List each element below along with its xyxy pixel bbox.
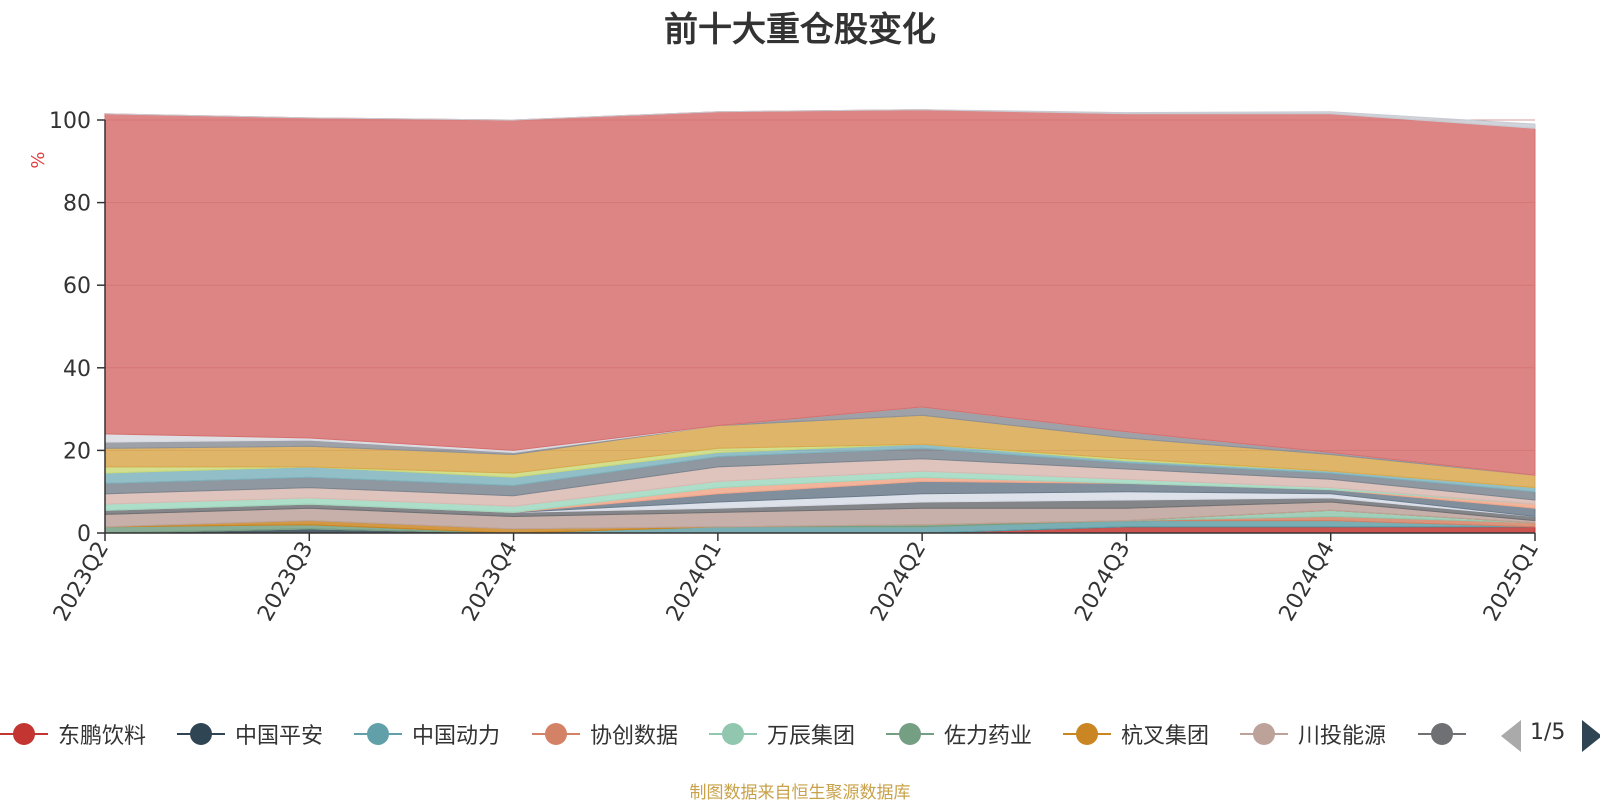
legend-item-8[interactable] — [1418, 716, 1476, 752]
legend-label: 川投能源 — [1298, 724, 1387, 749]
x-tick-label-4: 2024Q2 — [866, 538, 931, 626]
x-tick-label-0: 2023Q2 — [49, 538, 114, 626]
y-axis-unit: % — [28, 151, 49, 168]
data-source-note: 制图数据来自恒生聚源数据库 — [689, 783, 911, 803]
stacked-area-chart: 0 20 40 60 80 100 2023Q2 2023Q3 2023Q4 2024Q1 2024… — [28, 109, 1544, 626]
legend-pager: 1/5 — [1498, 718, 1600, 754]
legend-marker-icon — [354, 721, 402, 747]
x-tick-label-7: 2025Q1 — [1479, 538, 1544, 626]
legend-label: 佐力药业 — [944, 724, 1033, 749]
legend-marker-icon — [886, 721, 934, 747]
legend-item-5[interactable]: 佐力药业 — [886, 716, 1032, 752]
legend-item-7[interactable]: 川投能源 — [1240, 716, 1386, 752]
y-tick-label-1: 20 — [63, 439, 91, 464]
x-tick-label-3: 2024Q1 — [662, 538, 727, 626]
legend-label: 东鹏饮料 — [58, 724, 147, 749]
y-tick-label-2: 40 — [63, 357, 91, 382]
legend-marker-icon — [0, 721, 48, 747]
legend-label: 中国动力 — [412, 724, 501, 749]
x-tick-label-1: 2023Q3 — [253, 538, 318, 626]
y-tick-label-5: 100 — [49, 109, 91, 134]
y-tick-label-3: 60 — [63, 274, 91, 299]
legend-marker-icon — [709, 721, 757, 747]
chart-title: 前十大重仓股变化 — [664, 10, 936, 50]
legend-item-0[interactable]: 东鹏饮料 — [0, 716, 146, 752]
legend-marker-icon — [532, 721, 580, 747]
legend-next-page-icon[interactable] — [1582, 720, 1600, 752]
series-area-21 — [104, 109, 1536, 129]
legend-item-1[interactable]: 中国平安 — [177, 716, 323, 752]
legend-marker-icon — [1418, 721, 1466, 747]
legend-marker-icon — [1063, 721, 1111, 747]
legend-label: 万辰集团 — [767, 724, 856, 749]
legend-item-4[interactable]: 万辰集团 — [709, 716, 855, 752]
y-tick-label-4: 80 — [63, 192, 91, 217]
legend: 东鹏饮料 中国平安 中国动力 协创数据 万辰集团 佐力药业 杭叉集团 川投能源 — [0, 716, 1498, 752]
legend-item-2[interactable]: 中国动力 — [354, 716, 500, 752]
legend-item-6[interactable]: 杭叉集团 — [1063, 716, 1209, 752]
y-tick-label-0: 0 — [77, 522, 91, 547]
legend-prev-page-icon[interactable] — [1501, 720, 1521, 752]
legend-label: 协创数据 — [590, 724, 679, 749]
legend-label: 中国平安 — [235, 724, 324, 749]
legend-marker-icon — [177, 721, 225, 747]
legend-item-3[interactable]: 协创数据 — [532, 716, 678, 752]
series-areas — [104, 109, 1536, 534]
x-tick-label-2: 2023Q4 — [457, 538, 522, 626]
legend-marker-icon — [1240, 721, 1288, 747]
legend-page-indicator: 1/5 — [1530, 720, 1566, 745]
legend-label: 杭叉集团 — [1121, 724, 1210, 749]
x-tick-label-5: 2024Q3 — [1070, 538, 1135, 626]
x-tick-label-6: 2024Q4 — [1275, 538, 1340, 626]
